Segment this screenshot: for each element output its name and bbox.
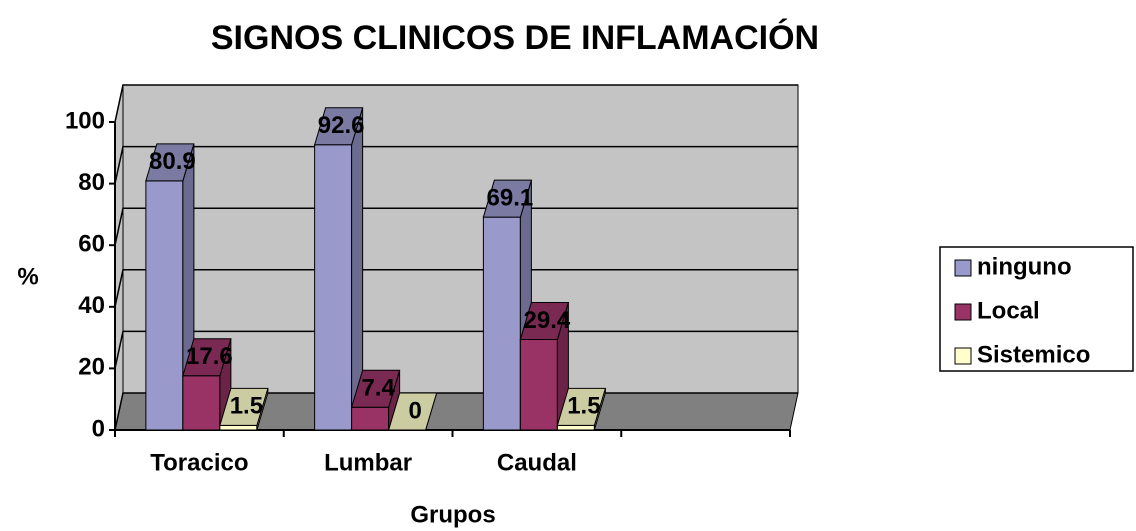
- y-axis-label: %: [17, 263, 38, 290]
- bar-top: [313, 107, 364, 146]
- bar-top: [519, 301, 570, 340]
- legend-swatch: [954, 259, 972, 277]
- bar-top: [556, 387, 607, 426]
- legend-swatch: [954, 303, 972, 321]
- y-tick-label: 0: [92, 415, 105, 442]
- bar: [350, 369, 401, 431]
- x-tick-label: Toracico: [150, 449, 248, 476]
- legend-label: Local: [977, 297, 1040, 324]
- data-label: 0: [408, 397, 421, 424]
- bar-top: [482, 179, 533, 218]
- side-wall: [114, 84, 124, 431]
- bar: [313, 107, 364, 431]
- data-label: 1.5: [230, 393, 263, 420]
- chart-title: SIGNOS CLINICOS DE INFLAMACIÓN: [211, 19, 819, 57]
- y-tick-label: 60: [78, 231, 105, 258]
- x-tick-label: Caudal: [497, 449, 577, 476]
- bar-front: [219, 424, 258, 431]
- legend-label: Sistemico: [977, 341, 1090, 368]
- bar-top: [219, 387, 269, 426]
- bar-front: [314, 144, 353, 431]
- y-tick-label: 80: [78, 169, 105, 196]
- data-label: 29.4: [524, 307, 571, 334]
- y-tick-label: 100: [65, 107, 105, 134]
- data-label: 17.6: [186, 343, 233, 370]
- x-axis-label: Grupos: [410, 501, 495, 528]
- bar-front: [182, 375, 221, 431]
- bar-top: [350, 369, 401, 408]
- grid-line: [114, 207, 798, 246]
- data-label: 1.5: [567, 393, 600, 420]
- bar: [556, 387, 607, 431]
- legend-label: ninguno: [977, 253, 1072, 280]
- data-label: 69.1: [487, 185, 534, 212]
- bar-front: [351, 406, 390, 431]
- bar-front: [556, 424, 595, 431]
- bar: [219, 387, 269, 431]
- grid-line: [114, 145, 798, 184]
- legend-box: [939, 246, 1134, 372]
- bar-top: [387, 392, 438, 431]
- bar-top: [182, 338, 232, 377]
- legend-swatch: [954, 347, 972, 365]
- bar: [387, 392, 438, 431]
- y-tick-label: 40: [78, 292, 105, 319]
- grid-line: [114, 330, 798, 369]
- x-tick-label: Lumbar: [324, 449, 412, 476]
- grid-line: [114, 269, 798, 307]
- bar-front: [519, 338, 558, 431]
- bar-top: [145, 143, 195, 182]
- data-label: 80.9: [149, 148, 196, 175]
- y-tick-label: 20: [78, 354, 105, 381]
- bar-front: [482, 216, 521, 431]
- bar-front: [145, 180, 184, 431]
- data-label: 7.4: [361, 375, 395, 402]
- bar: [182, 338, 232, 431]
- data-label: 92.6: [318, 112, 365, 139]
- grid-line: [114, 84, 798, 123]
